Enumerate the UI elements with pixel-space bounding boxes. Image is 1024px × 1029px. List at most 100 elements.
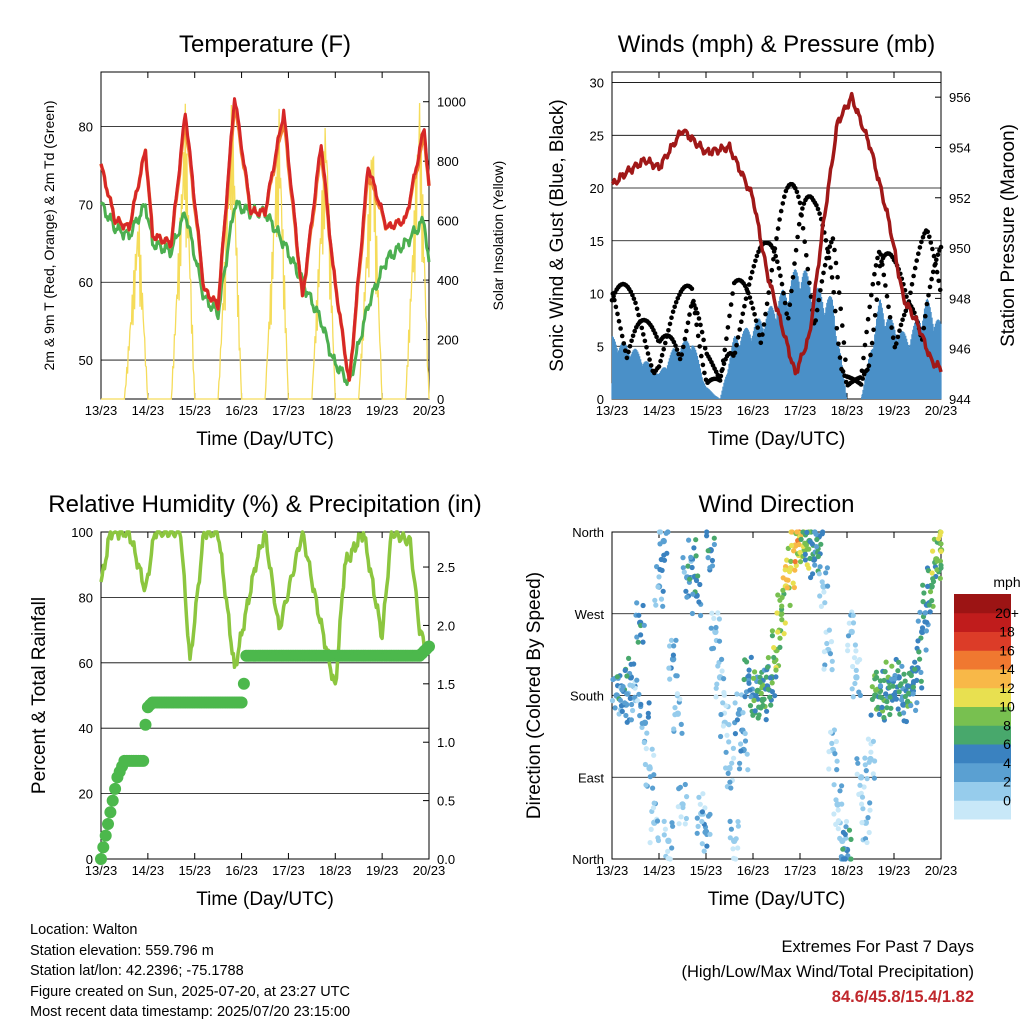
dir-point xyxy=(860,806,866,812)
dir-point xyxy=(862,755,868,761)
dir-point xyxy=(791,584,798,591)
dir-point xyxy=(881,714,887,721)
dir-point xyxy=(899,663,905,669)
winds-gust-point xyxy=(693,306,699,311)
dir-point xyxy=(712,628,719,636)
dir-point xyxy=(929,598,935,604)
dir-point xyxy=(833,797,839,803)
rh-xlabel: Time (Day/UTC) xyxy=(196,889,334,910)
dir-point xyxy=(865,815,871,821)
winds-gust-point xyxy=(869,340,875,346)
dir-point xyxy=(742,694,748,700)
dir-point xyxy=(723,749,729,755)
dir-point xyxy=(915,638,921,644)
dir-point xyxy=(684,594,690,600)
dir-point xyxy=(806,546,812,552)
dir-point xyxy=(735,845,741,851)
rh-ytick-label: 60 xyxy=(79,656,93,671)
winds-gust-point xyxy=(753,258,758,264)
dir-point xyxy=(853,674,860,681)
winds-gust-point xyxy=(829,275,835,280)
winds-ytick-label: 15 xyxy=(590,234,604,249)
dir-point xyxy=(726,722,732,728)
winds-gust-point xyxy=(774,236,779,241)
dir-point xyxy=(720,723,727,729)
location-text: Location: Walton xyxy=(30,922,138,938)
winds-gust-point xyxy=(808,294,814,299)
dir-point xyxy=(864,839,870,846)
winds-gust-point xyxy=(673,300,679,305)
winds-gust-point xyxy=(825,249,831,255)
winds-gust-point xyxy=(872,313,878,318)
dir-point xyxy=(711,541,718,548)
dir-point xyxy=(723,765,729,771)
winds-gust-point xyxy=(699,329,705,335)
dir-point xyxy=(854,659,861,665)
dir-point xyxy=(694,815,700,821)
dir-point xyxy=(782,567,788,573)
winds-gust-point xyxy=(654,334,659,340)
winds-gust-point xyxy=(743,296,749,302)
dir-point xyxy=(738,741,744,747)
dir-point xyxy=(730,846,736,852)
dir-point xyxy=(683,588,689,594)
winds-gust-point xyxy=(750,306,756,311)
dir-point xyxy=(765,664,771,670)
winds-gust-point xyxy=(724,336,729,342)
dir-point xyxy=(729,760,735,766)
dir-point xyxy=(920,582,926,588)
winds-gust-point xyxy=(912,265,918,271)
dir-point xyxy=(876,711,883,718)
dir-point xyxy=(850,620,857,626)
dir-point xyxy=(662,826,669,832)
dir-point xyxy=(877,683,884,689)
winds-gust-point xyxy=(779,281,785,287)
dir-point xyxy=(930,576,936,582)
dir-point xyxy=(655,584,661,590)
winds-gust-point xyxy=(898,322,904,328)
winds-xtick-label: 17/23 xyxy=(784,403,817,418)
temp-ylabel-left: 2m & 9m T (Red, Orange) & 2m Td (Green) xyxy=(41,101,57,371)
dir-point xyxy=(859,820,865,826)
winds-gust-point xyxy=(615,311,620,317)
winds-gust-point xyxy=(884,293,890,299)
dir-point xyxy=(921,590,927,596)
dir-point xyxy=(655,835,661,841)
dir-point xyxy=(642,761,649,768)
dir-point xyxy=(658,556,664,563)
dir-point xyxy=(630,683,636,689)
winds-gust-point xyxy=(817,211,822,216)
winds-gust-point xyxy=(702,370,707,376)
dir-point xyxy=(831,811,837,817)
winds-gust-point xyxy=(804,253,809,258)
dir-point xyxy=(778,610,785,617)
winds-gust-point xyxy=(799,213,804,218)
dir-point xyxy=(730,745,737,752)
rh-ytick-label: 20 xyxy=(79,787,93,802)
dir-point xyxy=(906,690,912,696)
dir-point xyxy=(901,710,907,716)
winds-gust-point xyxy=(673,343,678,348)
dir-point xyxy=(883,691,889,697)
dir-point xyxy=(638,632,644,638)
winds-gust-point xyxy=(671,339,677,345)
dir-point xyxy=(660,588,666,594)
dir-point xyxy=(640,602,646,609)
winds-gust-point xyxy=(832,247,837,253)
winds-gust-point xyxy=(679,352,684,357)
dir-point xyxy=(689,564,695,571)
winds-gust-point xyxy=(667,321,673,327)
dir-point xyxy=(857,692,864,699)
dir-point xyxy=(917,609,923,615)
dir-point xyxy=(867,800,873,806)
winds-gust-point xyxy=(773,253,778,259)
dir-point xyxy=(912,659,918,665)
dir-point xyxy=(733,856,739,862)
dir-point xyxy=(609,698,616,704)
dir-point xyxy=(656,574,662,580)
dir-point xyxy=(745,767,751,773)
dir-point xyxy=(769,680,775,686)
winds-gust-point xyxy=(936,278,941,284)
dir-point xyxy=(787,602,793,609)
dir-point xyxy=(870,738,877,745)
